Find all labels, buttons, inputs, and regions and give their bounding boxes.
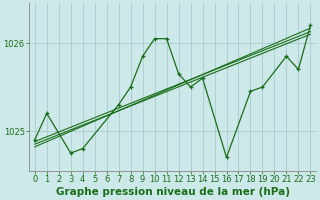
X-axis label: Graphe pression niveau de la mer (hPa): Graphe pression niveau de la mer (hPa) (56, 187, 290, 197)
